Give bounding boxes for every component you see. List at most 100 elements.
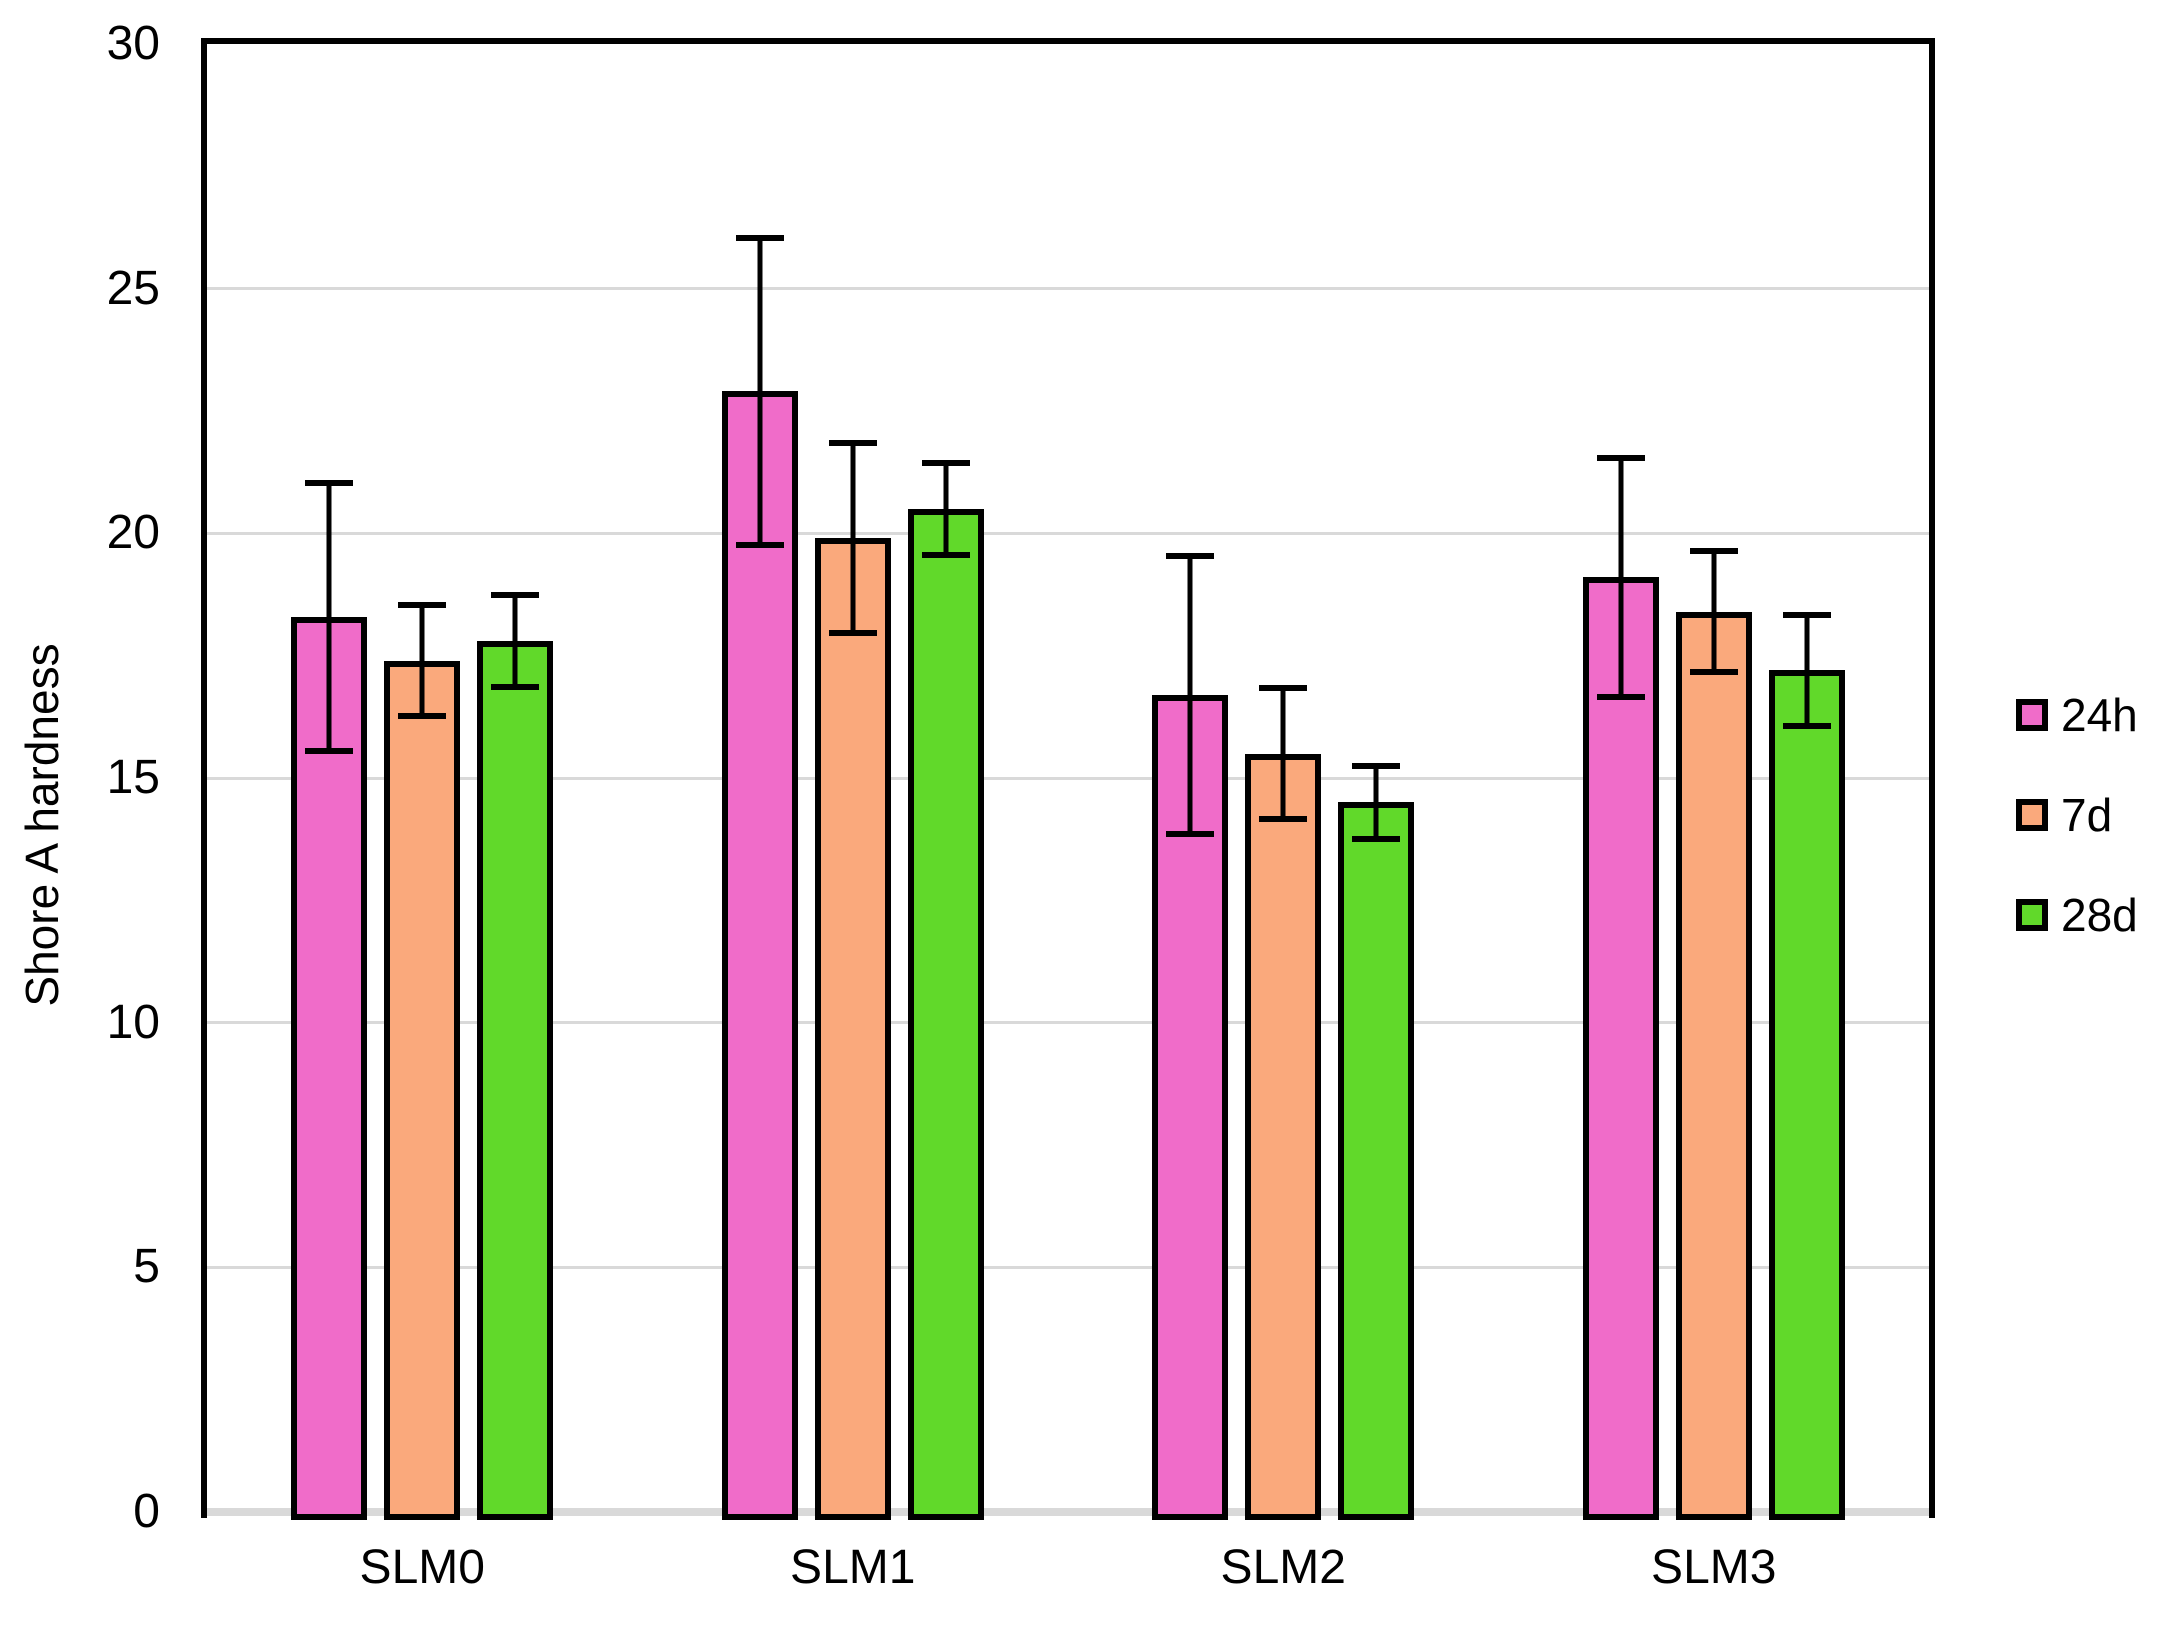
bar-slot — [1338, 44, 1415, 1520]
error-bar-cap-bottom — [735, 542, 784, 549]
bar-24h-SLM0 — [291, 616, 368, 1520]
error-bar-cap-top — [921, 459, 970, 466]
bar-28d-SLM0 — [477, 641, 554, 1520]
y-tick-label: 30 — [106, 17, 160, 70]
bar-28d-SLM1 — [907, 508, 984, 1520]
bar-24h-SLM1 — [721, 391, 798, 1520]
gridline — [207, 1265, 1929, 1269]
legend-swatch-24h — [2016, 699, 2048, 731]
error-bar-cap-bottom — [1166, 830, 1215, 837]
error-bar-line — [1618, 455, 1624, 700]
error-bar-line — [1373, 763, 1379, 842]
gridline — [207, 531, 1929, 535]
error-bar-line — [850, 440, 856, 637]
bar-slot — [907, 44, 984, 1520]
x-axis-label-SLM2: SLM2 — [1220, 1541, 1346, 1594]
error-bar — [398, 601, 447, 720]
bar-group-SLM2 — [1068, 44, 1499, 1520]
error-bar-cap-top — [1689, 548, 1738, 555]
error-bar-line — [757, 234, 763, 549]
error-bar-cap-top — [1166, 552, 1215, 559]
error-bar-cap-bottom — [398, 713, 447, 720]
legend-label: 24h — [2061, 689, 2138, 741]
bar-group-SLM0 — [207, 44, 638, 1520]
error-bar-cap-bottom — [1259, 816, 1308, 823]
error-bar-cap-top — [305, 479, 354, 486]
bar-slot — [384, 44, 461, 1520]
error-bar-line — [1711, 548, 1717, 676]
bar-slot — [1245, 44, 1322, 1520]
bar-slot — [1582, 44, 1659, 1520]
error-bar — [1259, 685, 1308, 823]
bar-7d-SLM2 — [1245, 753, 1322, 1520]
error-bar-cap-top — [1782, 611, 1831, 618]
error-bar-cap-bottom — [921, 551, 970, 558]
error-bar-cap-bottom — [828, 630, 877, 637]
error-bar-line — [1280, 685, 1286, 823]
bar-slot — [477, 44, 554, 1520]
y-tick-label: 20 — [106, 506, 160, 560]
bar-slot — [1768, 44, 1845, 1520]
bar-7d-SLM1 — [814, 538, 891, 1520]
error-bar — [1166, 552, 1215, 837]
error-bar — [828, 440, 877, 637]
legend-swatch-7d — [2016, 799, 2048, 831]
error-bar — [491, 592, 540, 690]
gridline — [207, 776, 1929, 780]
bar-group-SLM3 — [1499, 44, 1930, 1520]
error-bar-cap-bottom — [1689, 669, 1738, 676]
error-bar-cap-bottom — [305, 747, 354, 754]
bar-slot — [1675, 44, 1752, 1520]
error-bar — [1596, 455, 1645, 700]
y-tick-label: 10 — [106, 995, 160, 1049]
error-bar-line — [943, 459, 949, 558]
y-tick-label: 25 — [106, 261, 160, 315]
legend-entry-24h: 24h — [2016, 691, 2138, 739]
plot-border-top — [201, 38, 1935, 44]
x-axis-label-SLM3: SLM3 — [1651, 1541, 1777, 1594]
gridline — [207, 287, 1929, 291]
legend-swatch-28d — [2016, 899, 2048, 931]
error-bar-line — [1187, 552, 1193, 837]
y-tick-label: 5 — [133, 1240, 160, 1294]
error-bar-line — [419, 601, 425, 720]
error-bar — [735, 234, 784, 549]
x-axis-line — [207, 1508, 1929, 1516]
legend-entry-28d: 28d — [2016, 891, 2138, 939]
error-bar-cap-bottom — [1782, 723, 1831, 730]
bar-28d-SLM2 — [1338, 802, 1415, 1520]
error-bar-cap-top — [1596, 455, 1645, 462]
error-bar — [1782, 611, 1831, 730]
bar-slot — [1152, 44, 1229, 1520]
bar-7d-SLM0 — [384, 660, 461, 1520]
x-axis-label-SLM1: SLM1 — [790, 1541, 916, 1594]
error-bar-cap-top — [1352, 763, 1401, 770]
error-bar-cap-top — [398, 601, 447, 608]
error-bar-cap-bottom — [1596, 693, 1645, 700]
error-bar-cap-top — [1259, 685, 1308, 692]
bar-28d-SLM3 — [1768, 670, 1845, 1520]
error-bar-cap-bottom — [491, 683, 540, 690]
legend-label: 7d — [2061, 789, 2113, 841]
x-axis-label-SLM0: SLM0 — [359, 1541, 485, 1594]
error-bar-line — [1804, 611, 1810, 730]
error-bar-cap-top — [828, 440, 877, 447]
bar-group-SLM1 — [638, 44, 1069, 1520]
y-tick-label: 15 — [106, 751, 160, 804]
error-bar-cap-bottom — [1352, 835, 1401, 842]
bar-slot — [291, 44, 368, 1520]
error-bar — [1689, 548, 1738, 676]
gridline — [207, 1021, 1929, 1025]
bar-slot — [721, 44, 798, 1520]
legend-label: 28d — [2061, 889, 2138, 941]
error-bar — [305, 479, 354, 754]
plot-area — [207, 44, 1930, 1520]
legend: 24h 7d 28d — [2016, 691, 2138, 939]
legend-entry-7d: 7d — [2016, 791, 2138, 839]
error-bar-line — [512, 592, 518, 690]
bar-7d-SLM3 — [1675, 611, 1752, 1520]
error-bar-cap-top — [491, 592, 540, 599]
bar-24h-SLM3 — [1582, 577, 1659, 1520]
bar-24h-SLM2 — [1152, 694, 1229, 1520]
